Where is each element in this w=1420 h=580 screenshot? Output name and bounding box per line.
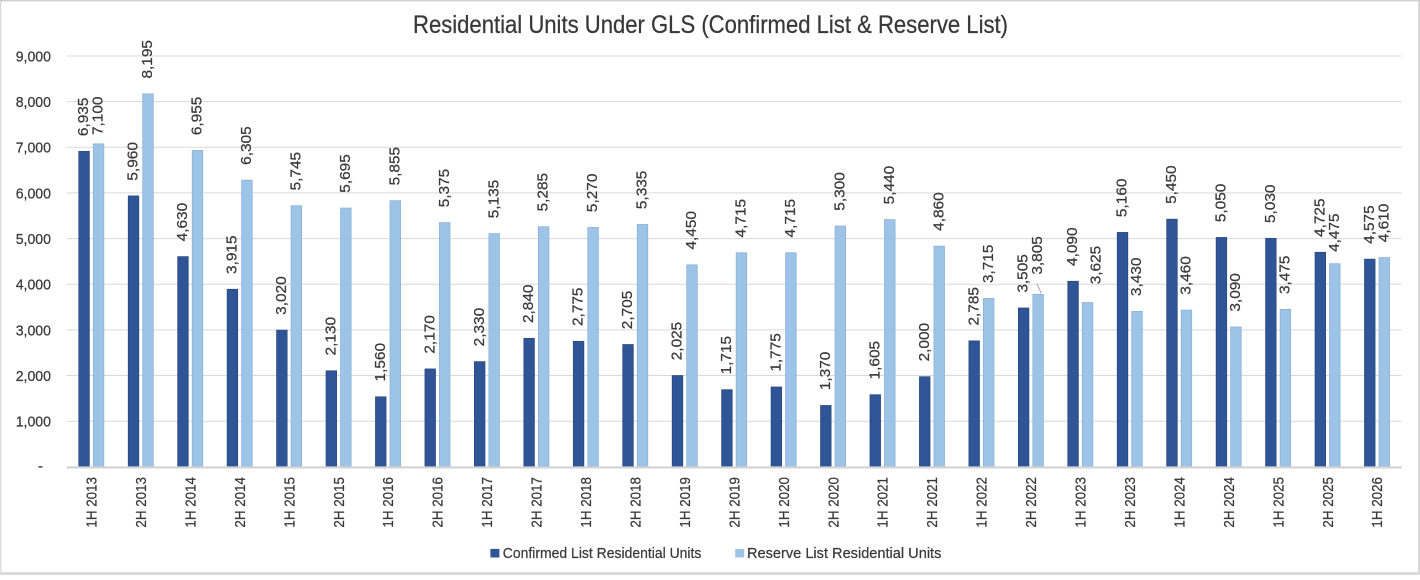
svg-text:2,025: 2,025: [669, 322, 686, 361]
svg-text:6,305: 6,305: [238, 126, 255, 165]
svg-text:7,000: 7,000: [16, 140, 51, 157]
svg-text:3,625: 3,625: [1087, 246, 1104, 285]
svg-text:3,505: 3,505: [1015, 254, 1032, 293]
svg-text:4,715: 4,715: [733, 199, 750, 238]
svg-text:3,090: 3,090: [1227, 273, 1244, 312]
svg-text:2,785: 2,785: [965, 287, 982, 326]
svg-text:2H 2014: 2H 2014: [232, 477, 249, 528]
svg-text:2,775: 2,775: [570, 288, 587, 327]
svg-text:1H 2013: 1H 2013: [84, 477, 101, 528]
svg-text:3,460: 3,460: [1178, 256, 1195, 295]
svg-text:1H 2023: 1H 2023: [1073, 477, 1090, 528]
svg-text:4,450: 4,450: [683, 211, 700, 250]
svg-text:Residential Units Under GLS (C: Residential Units Under GLS (Confirmed L…: [413, 11, 1008, 39]
svg-text:3,000: 3,000: [16, 322, 51, 339]
svg-text:4,610: 4,610: [1375, 204, 1392, 243]
svg-text:2,000: 2,000: [16, 368, 51, 385]
svg-text:2H 2023: 2H 2023: [1122, 477, 1139, 528]
svg-text:1H 2016: 1H 2016: [380, 477, 397, 528]
svg-text:-: -: [38, 458, 43, 475]
svg-text:2H 2020: 2H 2020: [825, 477, 842, 528]
svg-text:8,195: 8,195: [139, 40, 156, 78]
svg-text:1,715: 1,715: [718, 336, 735, 375]
svg-text:2H 2016: 2H 2016: [430, 477, 447, 528]
svg-text:Confirmed List Residential Uni: Confirmed List Residential Units: [503, 545, 702, 562]
svg-text:2H 2021: 2H 2021: [924, 477, 941, 528]
svg-text:2,130: 2,130: [322, 317, 339, 356]
svg-text:2H 2018: 2H 2018: [627, 477, 644, 528]
svg-text:5,375: 5,375: [436, 169, 453, 208]
svg-text:3,020: 3,020: [273, 276, 290, 315]
svg-text:3,430: 3,430: [1128, 258, 1145, 297]
svg-text:1H 2026: 1H 2026: [1369, 477, 1386, 528]
svg-text:2H 2015: 2H 2015: [331, 477, 348, 528]
svg-text:5,285: 5,285: [535, 173, 552, 212]
svg-text:1H 2019: 1H 2019: [677, 477, 694, 528]
svg-text:1H 2018: 1H 2018: [578, 477, 595, 528]
svg-text:1,370: 1,370: [817, 352, 834, 391]
svg-text:2H 2013: 2H 2013: [133, 477, 150, 528]
svg-text:4,860: 4,860: [930, 192, 947, 231]
svg-text:1H 2022: 1H 2022: [974, 477, 991, 528]
svg-text:2H 2025: 2H 2025: [1320, 477, 1337, 528]
svg-text:5,335: 5,335: [634, 171, 651, 210]
svg-text:2,330: 2,330: [471, 308, 488, 347]
svg-text:1,605: 1,605: [866, 341, 883, 380]
svg-text:2,705: 2,705: [619, 291, 636, 330]
svg-text:9,000: 9,000: [16, 48, 51, 65]
svg-text:Reserve List Residential Units: Reserve List Residential Units: [747, 545, 941, 562]
svg-text:5,300: 5,300: [831, 172, 848, 211]
svg-text:5,440: 5,440: [881, 166, 898, 205]
svg-text:2,170: 2,170: [421, 315, 438, 354]
svg-text:5,695: 5,695: [337, 154, 354, 193]
svg-text:3,475: 3,475: [1276, 256, 1293, 295]
svg-text:3,915: 3,915: [224, 235, 241, 274]
svg-text:6,000: 6,000: [16, 185, 51, 202]
svg-text:4,715: 4,715: [782, 199, 799, 238]
svg-text:6,955: 6,955: [189, 97, 206, 136]
svg-text:4,630: 4,630: [174, 203, 191, 242]
svg-text:5,855: 5,855: [386, 147, 403, 186]
svg-text:1H 2025: 1H 2025: [1270, 477, 1287, 528]
svg-text:2,840: 2,840: [520, 285, 537, 324]
svg-text:2H 2022: 2H 2022: [1023, 477, 1040, 528]
svg-text:1,560: 1,560: [372, 343, 389, 382]
svg-text:6,935: 6,935: [75, 98, 92, 137]
svg-text:5,960: 5,960: [125, 142, 142, 181]
svg-text:3,715: 3,715: [980, 245, 997, 284]
svg-text:5,160: 5,160: [1114, 179, 1131, 218]
svg-text:3,805: 3,805: [1029, 236, 1046, 275]
svg-text:2,000: 2,000: [916, 323, 933, 362]
svg-text:5,135: 5,135: [485, 180, 502, 219]
svg-text:4,475: 4,475: [1326, 213, 1343, 252]
svg-text:1H 2015: 1H 2015: [281, 477, 298, 528]
svg-text:2H 2017: 2H 2017: [529, 477, 546, 528]
svg-text:1H 2021: 1H 2021: [875, 477, 892, 528]
svg-text:5,050: 5,050: [1213, 184, 1230, 223]
svg-text:1H 2017: 1H 2017: [479, 477, 496, 528]
svg-text:4,725: 4,725: [1311, 198, 1328, 237]
svg-text:5,270: 5,270: [584, 174, 601, 213]
svg-text:1,000: 1,000: [16, 414, 51, 431]
svg-text:5,450: 5,450: [1163, 165, 1180, 204]
svg-text:4,090: 4,090: [1064, 227, 1081, 266]
svg-text:1H 2014: 1H 2014: [182, 477, 199, 528]
svg-text:5,030: 5,030: [1262, 185, 1279, 224]
svg-text:2H 2019: 2H 2019: [726, 477, 743, 528]
svg-text:5,000: 5,000: [16, 231, 51, 248]
svg-text:7,100: 7,100: [90, 97, 107, 136]
svg-text:1H 2024: 1H 2024: [1171, 477, 1188, 528]
svg-text:5,745: 5,745: [287, 152, 304, 191]
svg-text:4,575: 4,575: [1361, 205, 1378, 244]
svg-text:1,775: 1,775: [767, 333, 784, 372]
svg-text:1H 2020: 1H 2020: [776, 477, 793, 528]
svg-text:8,000: 8,000: [16, 94, 51, 111]
svg-text:2H 2024: 2H 2024: [1221, 477, 1238, 528]
svg-text:4,000: 4,000: [16, 277, 51, 294]
